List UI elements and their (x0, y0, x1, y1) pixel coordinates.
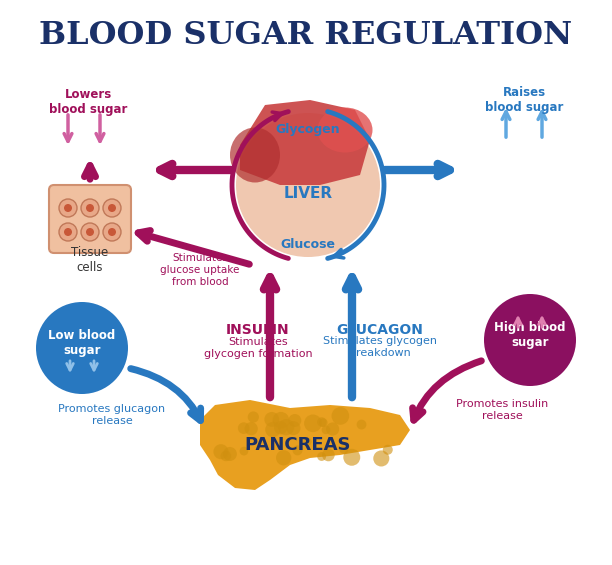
Circle shape (293, 445, 302, 455)
Circle shape (278, 419, 294, 436)
Text: Stimulates
glycogen formation: Stimulates glycogen formation (204, 337, 312, 359)
Circle shape (264, 412, 279, 427)
Circle shape (326, 423, 339, 436)
Circle shape (223, 447, 237, 461)
Circle shape (272, 412, 289, 428)
Text: Stimulates
glucose uptake
from blood: Stimulates glucose uptake from blood (160, 253, 240, 286)
FancyBboxPatch shape (49, 185, 131, 253)
Text: GLUCAGON: GLUCAGON (337, 323, 424, 337)
Circle shape (236, 113, 380, 257)
Circle shape (108, 228, 116, 236)
Text: PANCREAS: PANCREAS (245, 436, 351, 454)
Circle shape (239, 447, 248, 455)
Circle shape (322, 425, 330, 434)
Text: Glucose: Glucose (280, 238, 335, 251)
Circle shape (59, 199, 77, 217)
Polygon shape (200, 400, 410, 490)
Circle shape (317, 417, 327, 427)
Circle shape (214, 444, 228, 459)
Circle shape (484, 294, 576, 386)
Text: LIVER: LIVER (283, 185, 332, 201)
Circle shape (220, 451, 231, 461)
Circle shape (36, 302, 128, 394)
Polygon shape (240, 100, 370, 185)
Circle shape (108, 204, 116, 212)
Circle shape (343, 449, 360, 466)
Text: Lowers
blood sugar: Lowers blood sugar (49, 88, 127, 116)
Circle shape (382, 445, 393, 455)
Circle shape (86, 204, 94, 212)
Text: Glycogen: Glycogen (275, 124, 340, 137)
Text: High blood
sugar: High blood sugar (494, 321, 565, 349)
Text: INSULIN: INSULIN (226, 323, 290, 337)
Text: Raises
blood sugar: Raises blood sugar (485, 86, 563, 114)
Circle shape (288, 414, 301, 427)
Circle shape (64, 204, 72, 212)
Text: Promotes glucagon
release: Promotes glucagon release (58, 404, 166, 426)
Ellipse shape (230, 128, 280, 182)
Circle shape (276, 450, 291, 466)
Circle shape (373, 450, 389, 467)
Circle shape (81, 199, 99, 217)
Circle shape (274, 421, 288, 434)
Circle shape (238, 422, 250, 434)
Circle shape (304, 415, 322, 432)
Circle shape (245, 422, 258, 435)
Circle shape (59, 223, 77, 241)
Circle shape (81, 223, 99, 241)
Circle shape (322, 449, 335, 461)
Circle shape (103, 199, 121, 217)
Circle shape (303, 437, 312, 446)
Circle shape (103, 223, 121, 241)
Circle shape (332, 407, 349, 425)
Circle shape (248, 411, 259, 423)
Circle shape (86, 228, 94, 236)
Circle shape (64, 228, 72, 236)
Text: BLOOD SUGAR REGULATION: BLOOD SUGAR REGULATION (39, 20, 573, 51)
Circle shape (357, 420, 367, 429)
Circle shape (286, 421, 300, 435)
Circle shape (265, 422, 280, 437)
Text: Stimulates glycogen
breakdown: Stimulates glycogen breakdown (323, 336, 437, 358)
Circle shape (319, 418, 327, 427)
Ellipse shape (318, 107, 373, 153)
Text: Promotes insulin
release: Promotes insulin release (456, 399, 548, 421)
Circle shape (317, 452, 326, 461)
Text: Low blood
sugar: Low blood sugar (48, 329, 116, 357)
Circle shape (340, 445, 348, 454)
Text: Tissue
cells: Tissue cells (72, 246, 108, 274)
